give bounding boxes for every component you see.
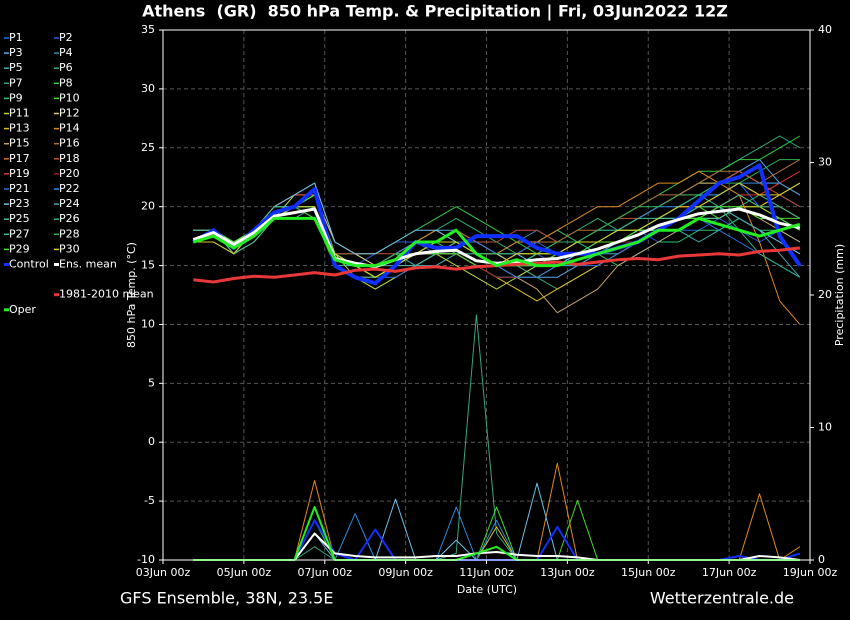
legend-label: P11 bbox=[9, 107, 30, 120]
x-tick-label: 07Jun 00z bbox=[298, 566, 353, 579]
legend-label: P16 bbox=[59, 137, 80, 150]
legend-label: P20 bbox=[59, 167, 80, 180]
x-tick-label: 03Jun 00z bbox=[136, 566, 191, 579]
y2-axis-label: Precipitation (mm) bbox=[833, 244, 846, 346]
temp-line bbox=[192, 207, 801, 269]
x-tick-label: 17Jun 00z bbox=[702, 566, 757, 579]
footer-site: Wetterzentrale.de bbox=[650, 589, 794, 608]
y2-tick-label: 20 bbox=[818, 288, 832, 301]
legend-label: P26 bbox=[59, 212, 80, 225]
legend-label: P8 bbox=[59, 76, 73, 89]
y-tick-label: 25 bbox=[141, 141, 155, 154]
legend-label: P12 bbox=[59, 107, 80, 120]
y-tick-label: -5 bbox=[144, 494, 155, 507]
y-tick-label: 15 bbox=[141, 259, 155, 272]
legend-label: P28 bbox=[59, 227, 80, 240]
legend-label: P14 bbox=[59, 122, 80, 135]
y2-tick-label: 10 bbox=[818, 421, 832, 434]
y-tick-label: -10 bbox=[137, 553, 155, 566]
temp-line bbox=[192, 216, 801, 268]
legend-label: P19 bbox=[9, 167, 30, 180]
y2-tick-label: 30 bbox=[818, 156, 832, 169]
legend-label: P10 bbox=[59, 91, 80, 104]
legend-label: P21 bbox=[9, 182, 30, 195]
legend-label: P15 bbox=[9, 137, 30, 150]
legend-label: P13 bbox=[9, 122, 30, 135]
legend-label: P6 bbox=[59, 61, 73, 74]
legend-label: P18 bbox=[59, 152, 80, 165]
legend-label: Ens. mean bbox=[59, 258, 117, 271]
y-tick-label: 0 bbox=[148, 435, 155, 448]
x-tick-label: 05Jun 00z bbox=[217, 566, 272, 579]
legend-label: Oper bbox=[9, 303, 36, 316]
y2-tick-label: 40 bbox=[818, 23, 832, 36]
legend-label: 1981-2010 mean bbox=[59, 288, 154, 301]
y-tick-label: 10 bbox=[141, 317, 155, 330]
axes: -10 -5 0 5 10 15 20 25 30 35 0 10 20 30 40 03Jun 00z 05J… bbox=[136, 23, 838, 579]
y-tick-label: 30 bbox=[141, 82, 155, 95]
y-tick-label: 5 bbox=[148, 376, 155, 389]
x-tick-label: 15Jun 00z bbox=[621, 566, 676, 579]
legend-label: P2 bbox=[59, 31, 73, 44]
legend-label: P3 bbox=[9, 46, 23, 59]
y2-tick-label: 0 bbox=[818, 553, 825, 566]
legend: P1 P2 P3 P4 P5 P6 P7 P8 P9 P10 P11 P12 P13 P14 P15 P16 P… bbox=[4, 31, 154, 316]
legend-label: P24 bbox=[59, 197, 80, 210]
legend-label: P29 bbox=[9, 242, 30, 255]
legend-label: P27 bbox=[9, 227, 30, 240]
temp-line bbox=[192, 163, 802, 286]
legend-label: P22 bbox=[59, 182, 80, 195]
chart-title: Athens (GR) 850 hPa Temp. & Precipitatio… bbox=[142, 2, 728, 22]
x-tick-label: 09Jun 00z bbox=[378, 566, 433, 579]
legend-label: P5 bbox=[9, 61, 23, 74]
legend-label: P7 bbox=[9, 76, 23, 89]
legend-label: P9 bbox=[9, 91, 23, 104]
legend-label: P1 bbox=[9, 31, 23, 44]
footer-source: GFS Ensemble, 38N, 23.5E bbox=[120, 589, 333, 608]
legend-label: P17 bbox=[9, 152, 30, 165]
x-tick-label: 19Jun 00z bbox=[783, 566, 838, 579]
x-tick-label: 13Jun 00z bbox=[540, 566, 595, 579]
x-tick-label: 11Jun 00z bbox=[459, 566, 514, 579]
x-axis-label: Date (UTC) bbox=[457, 583, 517, 596]
y-axis-label: 850 hPa Temp. (°C) bbox=[125, 242, 138, 348]
y-tick-label: 20 bbox=[141, 200, 155, 213]
legend-label: P25 bbox=[9, 212, 30, 225]
y-tick-label: 35 bbox=[141, 23, 155, 36]
legend-label: P4 bbox=[59, 46, 73, 59]
legend-label: P30 bbox=[59, 242, 80, 255]
legend-label: Control bbox=[9, 258, 49, 271]
legend-label: P23 bbox=[9, 197, 30, 210]
